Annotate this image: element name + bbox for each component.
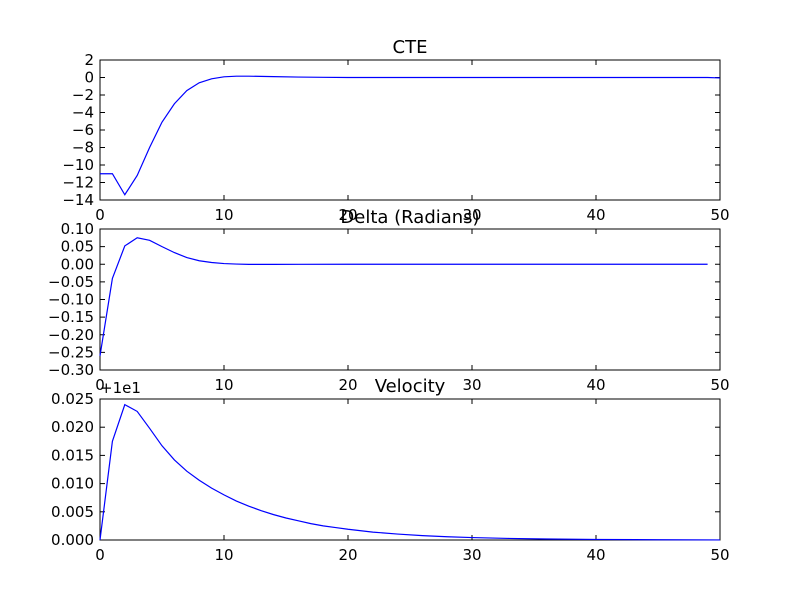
x-tick-label: 50 <box>710 376 729 394</box>
x-tick-label: 0 <box>95 376 105 394</box>
x-tick-label: 40 <box>586 376 605 394</box>
y-tick-label: −14 <box>62 191 94 209</box>
y-tick-label: 0 <box>84 69 94 87</box>
plot-title: Velocity <box>375 376 446 397</box>
y-tick-label: −0.20 <box>48 326 94 344</box>
series-line <box>100 75 721 196</box>
x-tick-label: 10 <box>214 376 233 394</box>
x-tick-label: 50 <box>710 206 729 224</box>
y-tick-label: −10 <box>62 156 94 174</box>
y-tick-label: −6 <box>72 121 94 139</box>
axes-frame <box>99 398 721 541</box>
y-tick-label: −12 <box>62 174 94 192</box>
series-line <box>99 237 708 356</box>
y-tick-label: 0.05 <box>61 238 94 256</box>
x-tick-label: 0 <box>95 206 105 224</box>
x-tick-label: 30 <box>462 546 481 564</box>
y-tick-label: 0.025 <box>51 390 94 408</box>
y-tick-label: 2 <box>84 51 94 69</box>
y-tick-label: −2 <box>72 86 94 104</box>
axis-offset-label: +1e1 <box>100 379 141 397</box>
x-tick-label: 30 <box>462 376 481 394</box>
y-tick-label: −8 <box>72 139 94 157</box>
series-line <box>99 403 721 541</box>
y-tick-label: 0.010 <box>51 475 94 493</box>
x-tick-label: 20 <box>338 546 357 564</box>
x-tick-label: 20 <box>338 376 357 394</box>
x-tick-label: 0 <box>95 546 105 564</box>
y-tick-label: −0.25 <box>48 343 94 361</box>
plot-title: CTE <box>393 37 428 58</box>
subplot-delta: Delta (Radians) 0 10 20 30 40 500.100.050.00−… <box>48 207 730 394</box>
x-tick-label: 40 <box>586 546 605 564</box>
plot-title: Delta (Radians) <box>340 207 479 228</box>
x-tick-label: 10 <box>214 206 233 224</box>
y-tick-label: −0.30 <box>48 361 94 379</box>
y-tick-label: 0.000 <box>51 531 94 549</box>
y-tick-label: −0.10 <box>48 291 94 309</box>
x-tick-label: 50 <box>710 546 729 564</box>
x-tick-label: 40 <box>586 206 605 224</box>
y-tick-label: −0.05 <box>48 273 94 291</box>
x-tick-label: 30 <box>462 206 481 224</box>
y-tick-label: 0.10 <box>61 220 94 238</box>
x-tick-label: 20 <box>338 206 357 224</box>
x-tick-label: 10 <box>214 546 233 564</box>
y-tick-label: 0.020 <box>51 418 94 436</box>
y-tick-label: 0.005 <box>51 503 94 521</box>
y-tick-label: 0.00 <box>61 255 94 273</box>
y-tick-label: 0.015 <box>51 446 94 464</box>
subplot-velocity: Velocity +1e1 0 10 20 30 40 50 0.025 0.020 0.015… <box>51 376 730 564</box>
y-tick-label: −4 <box>72 104 94 122</box>
y-tick-label: −0.15 <box>48 308 94 326</box>
